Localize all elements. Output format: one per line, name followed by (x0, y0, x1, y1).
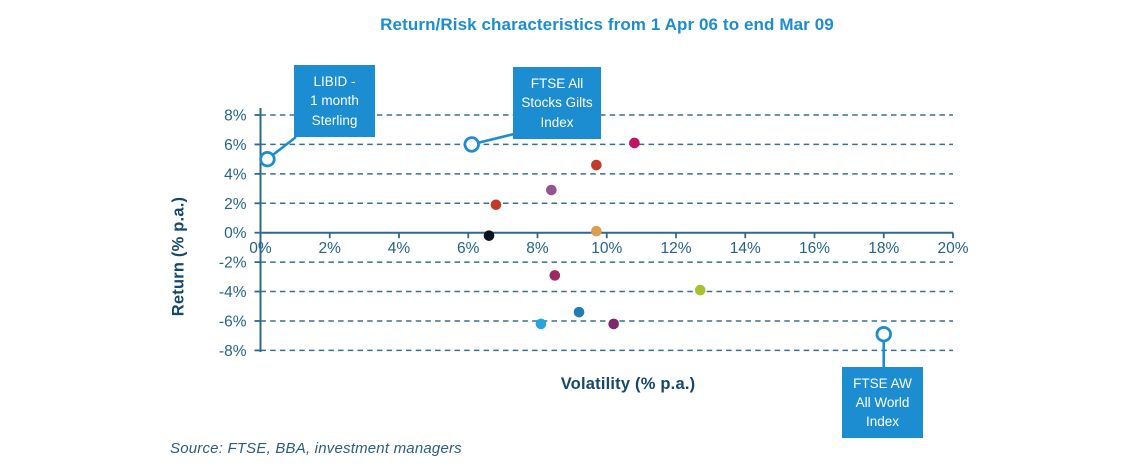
y-tick-label: 2% (224, 196, 247, 213)
x-tick-label: 0% (249, 240, 272, 257)
y-tick-label: -2% (219, 255, 247, 272)
y-tick-label: -6% (219, 313, 247, 330)
x-tick-label: 12% (660, 240, 691, 257)
chart-title: Return/Risk characteristics from 1 Apr 0… (380, 15, 834, 34)
y-tick-label: -8% (219, 343, 247, 360)
data-point (535, 318, 547, 330)
y-tick-label: 0% (224, 225, 247, 242)
data-point (694, 284, 706, 296)
x-axis-title: Volatility (% p.a.) (560, 375, 696, 393)
x-tick-label: 14% (730, 240, 761, 257)
y-tick-label: -4% (219, 284, 247, 301)
benchmark-marker (875, 326, 892, 343)
data-point (573, 306, 585, 318)
x-tick-label: 6% (457, 240, 480, 257)
benchmark-marker (463, 136, 480, 153)
x-tick-label: 16% (799, 240, 830, 257)
data-point (608, 318, 619, 330)
data-point (490, 199, 502, 211)
callout-ftse-aw-all-world-index: FTSE AW All World Index (842, 367, 923, 438)
data-point (549, 270, 561, 281)
source-note: Source: FTSE, BBA, investment managers (170, 440, 462, 457)
data-point (591, 159, 602, 171)
x-tick-label: 20% (937, 240, 968, 257)
callout-ftse-all-stocks-gilts-index: FTSE All Stocks Gilts Index (513, 67, 601, 139)
x-tick-label: 8% (526, 240, 549, 257)
y-tick-label: 4% (224, 166, 247, 183)
data-point (629, 137, 640, 149)
data-point (483, 230, 495, 241)
callout-libid-1-month-sterling: LIBID - 1 month Sterling (294, 65, 375, 137)
x-tick-label: 18% (868, 240, 899, 257)
x-tick-label: 2% (319, 240, 342, 257)
benchmark-marker (259, 150, 276, 168)
y-tick-label: 8% (224, 108, 247, 125)
data-point (546, 184, 557, 196)
y-tick-label: 6% (224, 137, 247, 154)
x-tick-label: 4% (388, 240, 411, 257)
data-point (591, 225, 602, 237)
x-tick-label: 10% (591, 240, 622, 257)
